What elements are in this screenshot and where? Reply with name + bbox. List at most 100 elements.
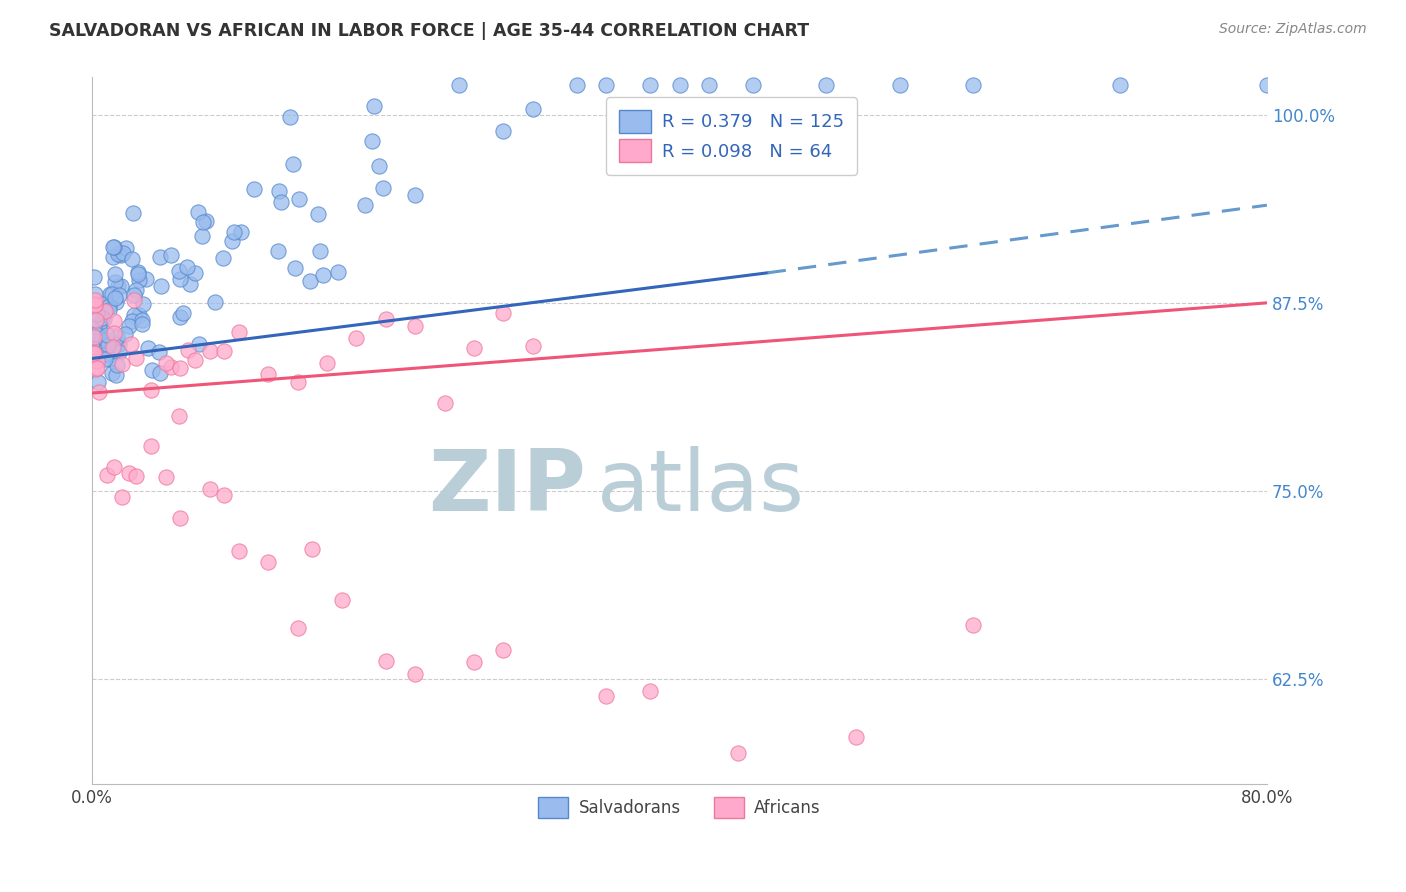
Point bbox=[118, 319, 141, 334]
Point bbox=[86, 375, 108, 389]
Point bbox=[98, 302, 121, 317]
Point bbox=[278, 110, 301, 124]
Point bbox=[93, 305, 115, 319]
Point bbox=[83, 319, 105, 334]
Point bbox=[91, 310, 114, 325]
Point bbox=[108, 344, 131, 359]
Point bbox=[257, 367, 280, 381]
Point bbox=[118, 467, 141, 481]
Point bbox=[84, 297, 107, 311]
Point bbox=[148, 345, 170, 359]
Point bbox=[103, 250, 125, 264]
Point bbox=[101, 340, 124, 354]
Point bbox=[301, 541, 323, 556]
Point bbox=[131, 313, 153, 327]
Point bbox=[97, 299, 120, 313]
Point bbox=[83, 286, 105, 301]
Point bbox=[114, 327, 136, 342]
Point bbox=[107, 246, 129, 260]
Point bbox=[115, 241, 138, 255]
Point bbox=[1256, 78, 1278, 92]
Point bbox=[84, 336, 107, 351]
Point bbox=[204, 294, 226, 309]
Point bbox=[727, 747, 749, 761]
Point bbox=[367, 159, 389, 173]
Point bbox=[307, 206, 329, 220]
Point bbox=[101, 286, 124, 301]
Point bbox=[105, 295, 128, 310]
Point bbox=[104, 268, 127, 282]
Point bbox=[962, 78, 984, 92]
Point bbox=[191, 229, 214, 244]
Point bbox=[108, 288, 131, 302]
Point bbox=[86, 307, 108, 321]
Point bbox=[267, 184, 290, 198]
Point bbox=[184, 353, 207, 368]
Point bbox=[110, 248, 132, 262]
Point bbox=[374, 654, 396, 668]
Point bbox=[110, 357, 132, 371]
Point bbox=[565, 78, 588, 92]
Point bbox=[84, 298, 107, 312]
Point bbox=[94, 333, 117, 347]
Point bbox=[492, 643, 515, 657]
Point bbox=[595, 689, 617, 703]
Point bbox=[149, 366, 172, 380]
Point bbox=[83, 345, 105, 359]
Point bbox=[187, 205, 209, 219]
Point bbox=[360, 135, 382, 149]
Point bbox=[103, 326, 125, 340]
Point bbox=[89, 384, 111, 399]
Point bbox=[86, 326, 108, 340]
Point bbox=[492, 306, 515, 320]
Point bbox=[191, 214, 214, 228]
Point bbox=[228, 544, 250, 558]
Point bbox=[139, 384, 162, 398]
Point bbox=[97, 338, 120, 352]
Point bbox=[214, 488, 236, 502]
Point bbox=[346, 331, 368, 345]
Point bbox=[103, 314, 125, 328]
Point bbox=[98, 351, 121, 366]
Point bbox=[169, 510, 191, 524]
Point bbox=[522, 339, 544, 353]
Point bbox=[94, 341, 117, 355]
Point bbox=[150, 279, 173, 293]
Point bbox=[97, 335, 120, 350]
Point bbox=[169, 271, 191, 285]
Point bbox=[155, 470, 177, 484]
Point bbox=[96, 328, 118, 343]
Point bbox=[179, 277, 201, 292]
Point bbox=[371, 181, 394, 195]
Point bbox=[330, 592, 353, 607]
Point bbox=[101, 341, 124, 355]
Point bbox=[84, 293, 107, 307]
Point bbox=[103, 460, 125, 475]
Point bbox=[121, 313, 143, 327]
Point bbox=[110, 279, 132, 293]
Point bbox=[100, 366, 122, 380]
Point bbox=[108, 337, 131, 351]
Point bbox=[84, 326, 107, 341]
Point bbox=[83, 346, 105, 360]
Text: ZIP: ZIP bbox=[427, 446, 585, 529]
Point bbox=[638, 78, 661, 92]
Point bbox=[86, 362, 108, 376]
Point bbox=[243, 182, 266, 196]
Point bbox=[169, 310, 191, 324]
Point bbox=[83, 351, 105, 365]
Point bbox=[86, 354, 108, 368]
Point bbox=[312, 268, 335, 283]
Point bbox=[309, 244, 332, 258]
Point bbox=[463, 655, 485, 669]
Text: SALVADORAN VS AFRICAN IN LABOR FORCE | AGE 35-44 CORRELATION CHART: SALVADORAN VS AFRICAN IN LABOR FORCE | A… bbox=[49, 22, 810, 40]
Point bbox=[101, 240, 124, 254]
Point bbox=[93, 301, 115, 315]
Point bbox=[697, 78, 720, 92]
Point bbox=[89, 320, 111, 334]
Text: Source: ZipAtlas.com: Source: ZipAtlas.com bbox=[1219, 22, 1367, 37]
Point bbox=[433, 396, 456, 410]
Point bbox=[404, 188, 426, 202]
Point bbox=[172, 306, 194, 320]
Point bbox=[90, 297, 112, 311]
